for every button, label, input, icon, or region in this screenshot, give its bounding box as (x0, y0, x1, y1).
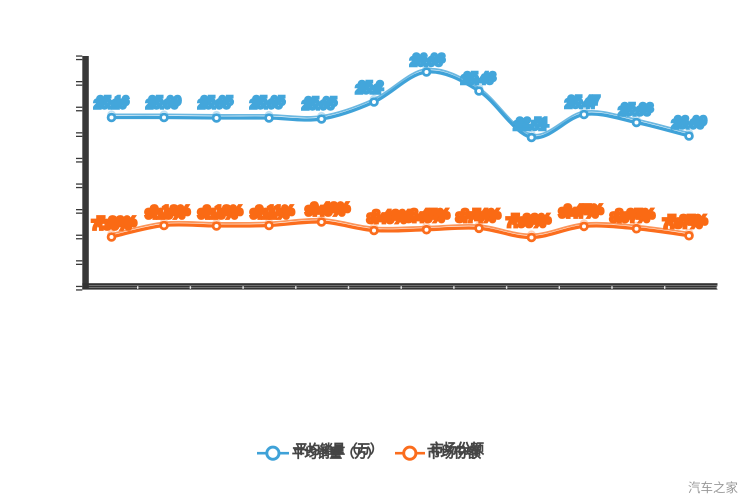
svg-text:25.16: 25.16 (97, 93, 130, 108)
svg-text:市场份额: 市场份额 (427, 445, 481, 461)
svg-text:平均销量（万）: 平均销量（万） (295, 443, 383, 457)
svg-text:8.97%: 8.97% (615, 206, 655, 222)
svg-text:7.39%: 7.39% (92, 216, 132, 232)
svg-text:23.69: 23.69 (671, 116, 704, 131)
svg-text:25.47: 25.47 (568, 93, 601, 108)
svg-text:9.11%: 9.11% (250, 205, 289, 221)
svg-text:市场份额: 市场份额 (430, 441, 484, 457)
svg-text:8.97%: 8.97% (610, 209, 650, 225)
svg-text:7.87%: 7.87% (668, 211, 708, 227)
svg-text:9.18%: 9.18% (203, 202, 243, 218)
svg-text:9.18%: 9.18% (198, 205, 238, 221)
svg-text:26.08: 26.08 (410, 54, 443, 69)
svg-text:9.49%: 9.49% (311, 199, 351, 215)
svg-text:9.49%: 9.49% (305, 203, 345, 219)
svg-text:25.33: 25.33 (618, 103, 651, 118)
svg-text:25.05: 25.05 (302, 97, 335, 112)
svg-text:25.43: 25.43 (461, 72, 494, 87)
svg-text:8.45%: 8.45% (410, 206, 450, 222)
svg-text:9.18%: 9.18% (151, 202, 191, 218)
svg-text:9.18%: 9.18% (145, 205, 185, 221)
svg-text:8.49%: 8.49% (367, 210, 407, 226)
svg-text:23.69: 23.69 (674, 113, 707, 128)
svg-text:25.05: 25.05 (201, 93, 234, 108)
svg-text:25.05: 25.05 (198, 96, 231, 111)
svg-text:汽车之家: 汽车之家 (688, 480, 739, 495)
svg-text:25.47: 25.47 (565, 96, 598, 111)
svg-text:26.08: 26.08 (413, 51, 446, 66)
svg-text:7.99%: 7.99% (511, 211, 551, 227)
svg-text:25.16: 25.16 (94, 96, 127, 111)
svg-text:7.99%: 7.99% (506, 214, 546, 230)
svg-text:25.05: 25.05 (253, 93, 286, 108)
svg-text:9.47%: 9.47% (564, 201, 604, 217)
svg-text:8.45%: 8.45% (405, 209, 445, 225)
svg-text:8.74%: 8.74% (461, 206, 501, 222)
svg-text:25.05: 25.05 (250, 96, 283, 111)
svg-text:9.11%: 9.11% (256, 202, 295, 218)
svg-text:25.43: 25.43 (464, 69, 497, 84)
svg-text:25.09: 25.09 (146, 96, 179, 111)
svg-text:8.49%: 8.49% (372, 207, 412, 223)
svg-text:9.47%: 9.47% (558, 204, 598, 220)
svg-text:8.74%: 8.74% (456, 209, 496, 225)
svg-text:平均销量（万）: 平均销量（万） (292, 447, 380, 461)
svg-text:22.51: 22.51 (516, 115, 549, 130)
svg-text:22.51: 22.51 (513, 118, 546, 133)
svg-text:25.33: 25.33 (621, 100, 654, 115)
svg-text:25.2: 25.2 (358, 78, 383, 93)
svg-text:7.87%: 7.87% (662, 215, 702, 231)
svg-text:25.2: 25.2 (355, 81, 380, 96)
svg-text:7.39%: 7.39% (97, 213, 137, 229)
svg-text:25.09: 25.09 (149, 93, 182, 108)
svg-text:25.05: 25.05 (305, 94, 338, 109)
